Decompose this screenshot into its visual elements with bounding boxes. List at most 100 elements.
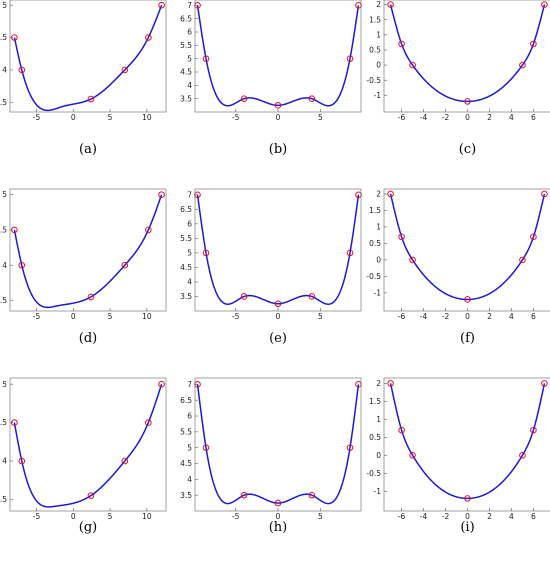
series-curve (13, 4, 163, 112)
chart-i-svg: -6 -4 -2 0 2 4 6 -1 -0.5 0 0.5 1 1.5 2 (366, 377, 550, 521)
y-tick-label: 4 (187, 475, 192, 484)
data-point (409, 256, 416, 264)
data-point (121, 261, 129, 269)
panel-caption: (g) (78, 520, 98, 535)
data-point (145, 419, 152, 426)
panel-caption: (i) (460, 520, 475, 535)
y-tick-label: 4 (187, 278, 192, 287)
x-tick-label: -5 (33, 113, 41, 122)
y-tick-label: 3.5 (180, 94, 192, 103)
x-tick-label: -5 (232, 312, 240, 321)
data-point (519, 256, 526, 264)
y-tick-label: 4.5 (0, 226, 7, 235)
axes-box (194, 0, 362, 113)
data-point (18, 457, 26, 465)
x-tick-label: 0 (465, 312, 470, 321)
y-tick-label: -0.5 (366, 272, 381, 281)
x-tick-label: 5 (318, 113, 323, 122)
series-curve (196, 384, 360, 505)
y-tick-label: 1 (376, 415, 381, 424)
data-point (530, 426, 537, 434)
y-tick-label: 7 (187, 1, 192, 10)
y-tick-label: 1.5 (369, 15, 381, 24)
data-point (409, 451, 416, 459)
panel-caption: (d) (78, 331, 98, 346)
y-tick-label: 7 (187, 190, 192, 199)
x-tick-label: 0 (71, 312, 76, 321)
data-point (308, 95, 316, 102)
series-curve (13, 194, 163, 309)
y-tick-label: 1.5 (369, 206, 381, 215)
y-tick-label: 6.5 (180, 396, 192, 405)
y-tick-label: 3.5 (0, 98, 7, 107)
x-tick-label: 5 (108, 512, 113, 521)
axes-box (383, 0, 550, 113)
y-tick-label: 7 (187, 380, 192, 389)
y-tick-label: -1 (374, 487, 382, 496)
y-tick-label: 0.5 (369, 46, 381, 55)
y-tick-label: 4 (2, 457, 7, 466)
x-tick-label: 5 (318, 312, 323, 321)
chart-h-svg: -5 0 5 3.5 4 4.5 5 5.5 6 6.5 7 (180, 377, 362, 521)
x-tick-label: -5 (33, 512, 41, 521)
chart-f-svg: -6 -4 -2 0 2 4 6 -1 -0.5 0 0.5 1 1.5 2 (366, 188, 550, 321)
x-tick-label: 6 (531, 312, 536, 321)
data-point (202, 55, 210, 62)
y-tick-label: 3.5 (180, 292, 192, 301)
data-point (158, 380, 165, 388)
y-tick-label: 6.5 (180, 14, 192, 23)
x-tick-label: 5 (108, 312, 113, 321)
data-point (346, 249, 354, 257)
y-tick-label: 2 (376, 190, 381, 199)
data-point (145, 34, 152, 41)
data-point (530, 233, 537, 241)
data-point (121, 66, 129, 74)
data-point (240, 95, 248, 102)
y-tick-label: 0 (376, 61, 381, 70)
data-point (387, 190, 394, 198)
axes-box (194, 188, 362, 312)
data-point (308, 491, 316, 499)
x-tick-label: -4 (420, 512, 428, 521)
series-curve (196, 194, 360, 305)
x-tick-label: -5 (232, 512, 240, 521)
data-point (387, 1, 394, 8)
x-tick-label: 2 (487, 312, 492, 321)
x-tick-label: -4 (420, 312, 428, 321)
data-point (240, 491, 248, 499)
x-tick-label: 6 (531, 512, 536, 521)
y-tick-label: 3.5 (180, 491, 192, 500)
x-tick-label: 5 (108, 113, 113, 122)
x-tick-label: 4 (509, 312, 514, 321)
axes-box (9, 377, 167, 512)
x-tick-label: 5 (318, 512, 323, 521)
chart-a-svg: -5 0 5 10 3.5 4 4.5 5 (0, 0, 167, 122)
y-tick-label: 5 (2, 1, 7, 10)
y-tick-label: 5.5 (180, 427, 192, 436)
y-tick-label: 2 (376, 0, 381, 9)
data-point (87, 293, 95, 301)
data-point (18, 66, 26, 74)
y-tick-label: 4.5 (0, 33, 7, 42)
y-tick-label: 5 (187, 54, 192, 63)
y-tick-label: 4.5 (0, 418, 7, 427)
y-tick-label: 6 (187, 219, 192, 228)
x-tick-label: 6 (531, 113, 536, 122)
chart-e-svg: -5 0 5 3.5 4 4.5 5 5.5 6 6.5 7 (180, 188, 362, 321)
chart-d-svg: -5 0 5 10 3.5 4 4.5 5 (0, 188, 167, 321)
y-tick-label: 0 (376, 451, 381, 460)
data-point (398, 40, 405, 48)
y-tick-label: -1 (374, 91, 382, 100)
y-tick-label: 4 (2, 261, 7, 270)
y-tick-label: 0 (376, 255, 381, 264)
axes-box (9, 0, 167, 113)
y-tick-label: 4 (187, 81, 192, 90)
data-point (398, 426, 405, 434)
data-point (519, 61, 526, 69)
x-tick-label: -2 (442, 113, 450, 122)
x-tick-label: 0 (276, 113, 281, 122)
x-tick-label: 0 (71, 512, 76, 521)
x-tick-label: -6 (398, 312, 406, 321)
y-tick-label: 5 (2, 380, 7, 389)
chart-b-svg: -5 0 5 3.5 4 4.5 5 5.5 6 6.5 7 (180, 0, 362, 122)
